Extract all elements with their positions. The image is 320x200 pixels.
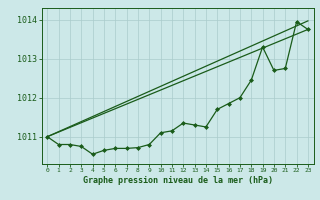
X-axis label: Graphe pression niveau de la mer (hPa): Graphe pression niveau de la mer (hPa)	[83, 176, 273, 185]
